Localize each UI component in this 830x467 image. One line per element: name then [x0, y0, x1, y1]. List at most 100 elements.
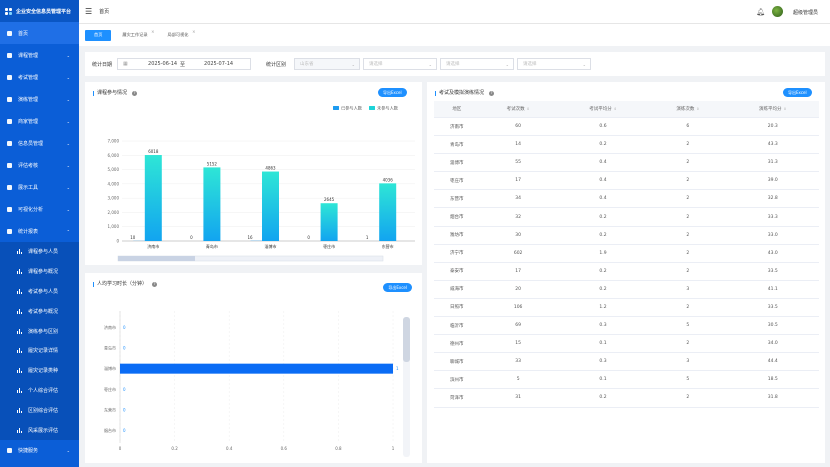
- street-select[interactable]: 请选择 ⌄: [517, 58, 592, 70]
- table-cell: 济南市: [434, 117, 480, 137]
- sidebar-item-4[interactable]: 商家管理 ⌄: [0, 110, 79, 132]
- tab-home[interactable]: 首页: [85, 29, 112, 41]
- table-cell: 33.3: [726, 207, 819, 227]
- sidebar-item-8[interactable]: 可视化分析 ⌄: [0, 198, 79, 220]
- table-cell: 43.3: [726, 135, 819, 155]
- sidebar-subitem-6[interactable]: 履灾记录类种: [0, 360, 79, 381]
- tab-disaster-record[interactable]: 履灾工作记录 ×: [113, 28, 156, 41]
- select-placeholder: 请选择: [523, 62, 537, 67]
- date-start[interactable]: 2025-06-14: [148, 61, 178, 67]
- table-row: 烟台市 32 0.2 2 33.3: [434, 207, 819, 227]
- table-cell: 聊城市: [434, 352, 480, 372]
- bar-chart-icon: [17, 387, 22, 393]
- sidebar-item-3[interactable]: 演练管理 ⌄: [0, 88, 79, 110]
- bell-icon[interactable]: 🔔︎: [756, 8, 765, 16]
- course-export-button[interactable]: 导出Excel: [378, 88, 407, 97]
- sidebar-item-0[interactable]: 首页: [0, 22, 79, 44]
- sort-icon[interactable]: ⇕: [526, 107, 530, 111]
- table-cell: 2: [649, 189, 727, 209]
- calendar-icon: ▦: [123, 61, 128, 67]
- tab-visualization[interactable]: 局部可视化 ×: [159, 28, 198, 41]
- table-cell: 0.1: [556, 370, 650, 390]
- data-label: 2645: [324, 197, 335, 202]
- table-row: 潍坊市 30 0.2 2 33.0: [434, 226, 819, 245]
- x-tick-label: 1: [392, 446, 395, 451]
- sidebar-subitem-label: 考试参与概况: [28, 308, 59, 315]
- chevron-down-icon: ⌄: [66, 140, 70, 146]
- exam-export-button[interactable]: 导出Excel: [783, 88, 812, 97]
- help-icon[interactable]: ?: [489, 91, 495, 96]
- sidebar-subitem-0[interactable]: 课程参与人员: [0, 242, 79, 262]
- menu-toggle-icon[interactable]: ☰: [85, 7, 93, 16]
- district-select[interactable]: 请选择 ⌄: [440, 58, 515, 70]
- sidebar-item-shortcut[interactable]: 快捷服务 ⌄: [0, 440, 79, 462]
- bar-chart-icon: [17, 407, 22, 413]
- avatar[interactable]: [772, 6, 783, 17]
- column-header[interactable]: 考试平均分 ⇕: [556, 101, 650, 118]
- table-cell: 菏泽市: [434, 388, 480, 408]
- table-cell: 33.5: [726, 298, 819, 318]
- table-cell: 32.8: [726, 189, 819, 209]
- sidebar-subitem-2[interactable]: 考试参与人员: [0, 281, 79, 302]
- city-select[interactable]: 请选择 ⌄: [363, 58, 438, 70]
- close-icon[interactable]: ×: [151, 28, 155, 34]
- sidebar-menu: 首页课程管理 ⌄ 考试管理 ⌄ 演练管理 ⌄ 商家管理 ⌄ 信息员管理 ⌄ 评估考核 ⌄ 展示工具 ⌄ 可视…: [0, 22, 79, 242]
- table-cell: 2: [649, 171, 727, 191]
- app-title: 企业安全信息员管理平台: [16, 8, 72, 15]
- table-cell: 滨州市: [434, 370, 480, 390]
- select-placeholder: 请选择: [446, 62, 460, 67]
- table-cell: 60: [479, 117, 557, 137]
- sidebar-subitem-5[interactable]: 履灾记录详情: [0, 340, 79, 361]
- bar: [320, 203, 338, 241]
- panel-title: 考试及模拟演练情况?: [435, 91, 495, 96]
- column-header[interactable]: 演练平均分 ⇕: [726, 101, 819, 118]
- sidebar-subitem-3[interactable]: 考试参与概况: [0, 301, 79, 322]
- data-label: 4036: [383, 177, 394, 182]
- table-cell: 15: [479, 334, 557, 354]
- close-icon[interactable]: ×: [192, 28, 196, 34]
- x-tick-label: 淄博市: [265, 243, 277, 249]
- table-cell: 33.5: [726, 262, 819, 281]
- sidebar-item-1[interactable]: 课程管理 ⌄: [0, 44, 79, 66]
- sort-icon[interactable]: ⇕: [696, 107, 700, 111]
- sort-icon[interactable]: ⇕: [783, 107, 787, 111]
- table-cell: 106: [479, 298, 557, 318]
- study-export-button[interactable]: 导出Excel: [383, 283, 412, 292]
- sidebar-subitem-8[interactable]: 区别综合评估: [0, 400, 79, 421]
- sidebar-item-label: 首页: [18, 30, 29, 37]
- sidebar-subitem-4[interactable]: 演练参与区别: [0, 321, 79, 341]
- table-row: 济宁市 602 1.9 2 43.0: [434, 244, 819, 263]
- sidebar-item-5[interactable]: 信息员管理 ⌄: [0, 132, 79, 154]
- help-icon[interactable]: ?: [152, 282, 158, 287]
- date-range-picker[interactable]: ▦ 2025-06-14 至 2025-07-14: [117, 58, 252, 70]
- table-cell: 43.0: [726, 244, 819, 263]
- sidebar-subitem-9[interactable]: 风采展示评估: [0, 420, 79, 440]
- column-header[interactable]: 考试次数 ⇕: [479, 101, 557, 118]
- help-icon[interactable]: ?: [132, 91, 138, 96]
- sidebar-item-7[interactable]: 展示工具 ⌄: [0, 176, 79, 198]
- chevron-down-icon: ⌄: [582, 61, 587, 67]
- sidebar-subitem-7[interactable]: 个人综合评估: [0, 380, 79, 401]
- sidebar-subitem-1[interactable]: 课程参与概况: [0, 261, 79, 282]
- table-cell: 0.2: [556, 280, 650, 299]
- app-logo[interactable]: 企业安全信息员管理平台: [0, 0, 79, 22]
- table-cell: 602: [479, 244, 557, 263]
- sidebar-item-6[interactable]: 评估考核 ⌄: [0, 154, 79, 176]
- breadcrumb[interactable]: 首页: [99, 9, 110, 15]
- table-cell: 34.0: [726, 334, 819, 354]
- sort-icon[interactable]: ⇕: [613, 107, 617, 111]
- bar-chart-icon: [17, 288, 22, 294]
- sidebar-subitem-label: 演练参与区别: [28, 328, 59, 335]
- select-value: 山东省: [300, 62, 314, 67]
- chevron-down-icon: ⌄: [66, 206, 70, 212]
- column-header[interactable]: 演练次数 ⇕: [649, 101, 727, 118]
- column-header-label: 地区: [452, 107, 462, 112]
- sidebar-item-9[interactable]: 统计报表 ⌃: [0, 220, 79, 242]
- legend-label: 已参与人数: [341, 105, 363, 112]
- user-name[interactable]: 超级管理员: [792, 10, 818, 16]
- province-select[interactable]: 山东省 ⌄: [294, 58, 361, 70]
- sidebar-item-2[interactable]: 考试管理 ⌄: [0, 66, 79, 88]
- exam-icon: [7, 74, 12, 80]
- date-end[interactable]: 2025-07-14: [204, 61, 234, 67]
- exam-table: 地区 考试次数 ⇕ 考试平均分 ⇕ 演练次数 ⇕ 演练平均分 ⇕ 济南市 60 0.6 6 20.3 青岛…: [434, 101, 819, 408]
